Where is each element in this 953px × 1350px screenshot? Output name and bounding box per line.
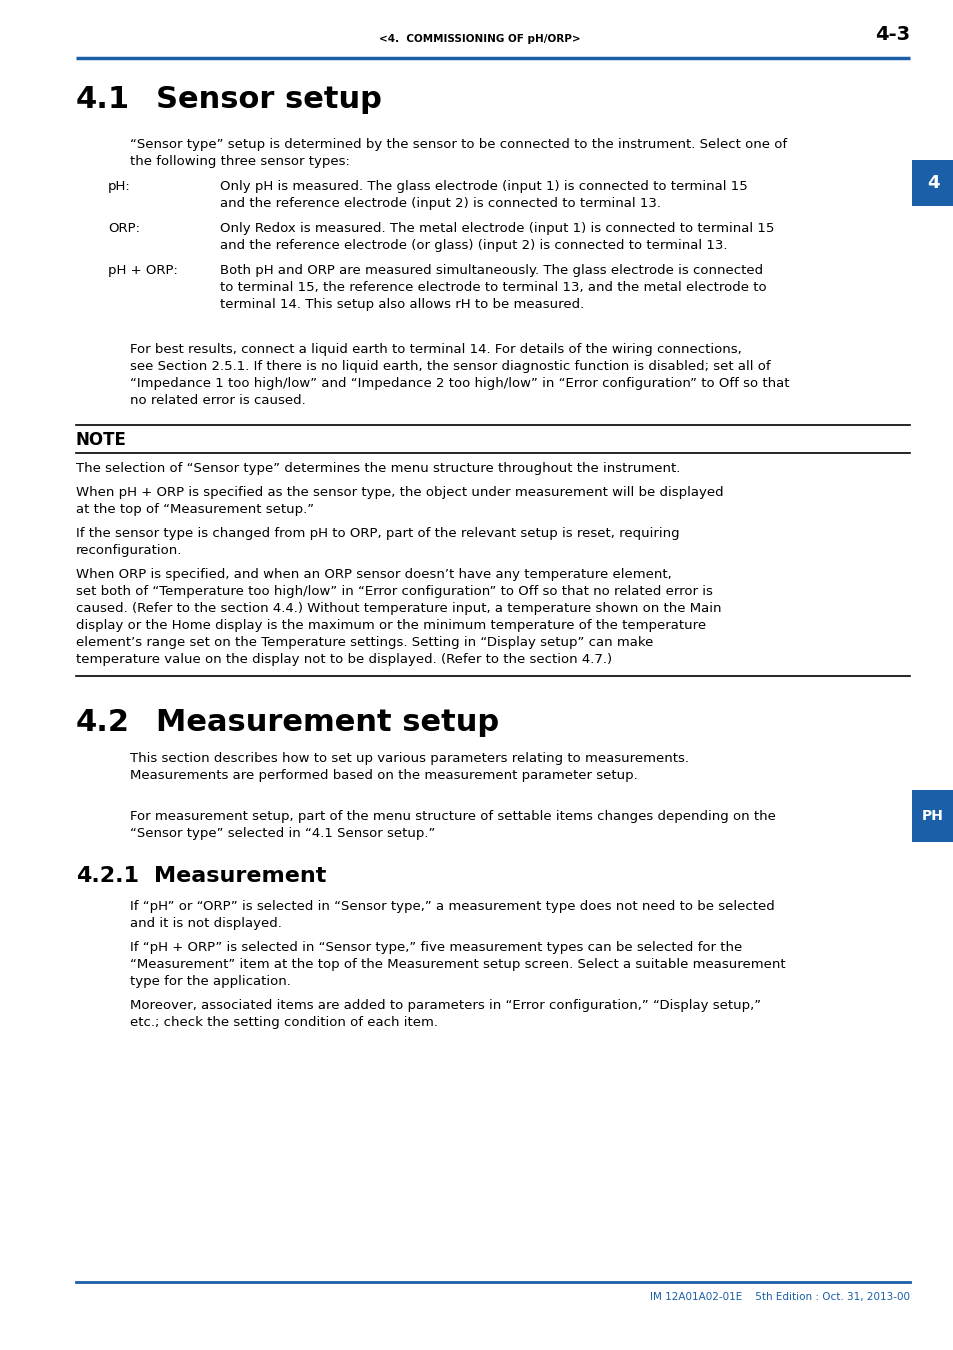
Bar: [911, 790, 953, 842]
Text: caused. (Refer to the section 4.4.) Without temperature input, a temperature sho: caused. (Refer to the section 4.4.) With…: [76, 602, 720, 616]
Text: 4.1: 4.1: [76, 85, 130, 113]
Text: etc.; check the setting condition of each item.: etc.; check the setting condition of eac…: [130, 1017, 437, 1029]
Text: Sensor setup: Sensor setup: [156, 85, 381, 113]
Text: This section describes how to set up various parameters relating to measurements: This section describes how to set up var…: [130, 752, 688, 765]
Text: “Impedance 1 too high/low” and “Impedance 2 too high/low” in “Error configuratio: “Impedance 1 too high/low” and “Impedanc…: [130, 377, 789, 390]
Text: The selection of “Sensor type” determines the menu structure throughout the inst: The selection of “Sensor type” determine…: [76, 462, 679, 475]
Text: no related error is caused.: no related error is caused.: [130, 394, 305, 406]
Text: Moreover, associated items are added to parameters in “Error configuration,” “Di: Moreover, associated items are added to …: [130, 999, 760, 1012]
Text: and the reference electrode (input 2) is connected to terminal 13.: and the reference electrode (input 2) is…: [220, 197, 660, 211]
Text: Both pH and ORP are measured simultaneously. The glass electrode is connected: Both pH and ORP are measured simultaneou…: [220, 265, 762, 277]
Text: pH + ORP:: pH + ORP:: [108, 265, 177, 277]
Text: For best results, connect a liquid earth to terminal 14. For details of the wiri: For best results, connect a liquid earth…: [130, 343, 741, 356]
Text: “Sensor type” setup is determined by the sensor to be connected to the instrumen: “Sensor type” setup is determined by the…: [130, 138, 786, 151]
Text: set both of “Temperature too high/low” in “Error configuration” to Off so that n: set both of “Temperature too high/low” i…: [76, 585, 712, 598]
Text: Measurements are performed based on the measurement parameter setup.: Measurements are performed based on the …: [130, 769, 638, 782]
Text: terminal 14. This setup also allows rH to be measured.: terminal 14. This setup also allows rH t…: [220, 298, 583, 311]
Text: Measurement: Measurement: [153, 865, 326, 886]
Text: NOTE: NOTE: [76, 431, 127, 450]
Text: reconfiguration.: reconfiguration.: [76, 544, 182, 558]
Text: at the top of “Measurement setup.”: at the top of “Measurement setup.”: [76, 504, 314, 516]
Text: display or the Home display is the maximum or the minimum temperature of the tem: display or the Home display is the maxim…: [76, 620, 705, 632]
Text: type for the application.: type for the application.: [130, 975, 291, 988]
Text: Only pH is measured. The glass electrode (input 1) is connected to terminal 15: Only pH is measured. The glass electrode…: [220, 180, 747, 193]
Text: 4.2.1: 4.2.1: [76, 865, 139, 886]
Text: the following three sensor types:: the following three sensor types:: [130, 155, 350, 167]
Text: temperature value on the display not to be displayed. (Refer to the section 4.7.: temperature value on the display not to …: [76, 653, 612, 666]
Text: “Measurement” item at the top of the Measurement setup screen. Select a suitable: “Measurement” item at the top of the Mea…: [130, 958, 785, 971]
Text: and the reference electrode (or glass) (input 2) is connected to terminal 13.: and the reference electrode (or glass) (…: [220, 239, 727, 252]
Text: pH:: pH:: [108, 180, 131, 193]
Text: For measurement setup, part of the menu structure of settable items changes depe: For measurement setup, part of the menu …: [130, 810, 775, 824]
Text: PH: PH: [922, 809, 943, 824]
Text: to terminal 15, the reference electrode to terminal 13, and the metal electrode : to terminal 15, the reference electrode …: [220, 281, 766, 294]
Text: If the sensor type is changed from pH to ORP, part of the relevant setup is rese: If the sensor type is changed from pH to…: [76, 526, 679, 540]
Text: “Sensor type” selected in “4.1 Sensor setup.”: “Sensor type” selected in “4.1 Sensor se…: [130, 828, 435, 840]
Text: If “pH” or “ORP” is selected in “Sensor type,” a measurement type does not need : If “pH” or “ORP” is selected in “Sensor …: [130, 900, 774, 913]
Text: <4.  COMMISSIONING OF pH/ORP>: <4. COMMISSIONING OF pH/ORP>: [378, 34, 580, 45]
Text: If “pH + ORP” is selected in “Sensor type,” five measurement types can be select: If “pH + ORP” is selected in “Sensor typ…: [130, 941, 741, 954]
Text: ORP:: ORP:: [108, 221, 140, 235]
Text: 4-3: 4-3: [874, 26, 909, 45]
Text: element’s range set on the Temperature settings. Setting in “Display setup” can : element’s range set on the Temperature s…: [76, 636, 653, 649]
Text: 4: 4: [925, 174, 939, 192]
Text: and it is not displayed.: and it is not displayed.: [130, 917, 281, 930]
Text: see Section 2.5.1. If there is no liquid earth, the sensor diagnostic function i: see Section 2.5.1. If there is no liquid…: [130, 360, 770, 373]
Text: When ORP is specified, and when an ORP sensor doesn’t have any temperature eleme: When ORP is specified, and when an ORP s…: [76, 568, 671, 580]
Text: Measurement setup: Measurement setup: [156, 707, 498, 737]
Text: Only Redox is measured. The metal electrode (input 1) is connected to terminal 1: Only Redox is measured. The metal electr…: [220, 221, 774, 235]
Bar: [911, 161, 953, 207]
Text: When pH + ORP is specified as the sensor type, the object under measurement will: When pH + ORP is specified as the sensor…: [76, 486, 723, 500]
Text: IM 12A01A02-01E    5th Edition : Oct. 31, 2013-00: IM 12A01A02-01E 5th Edition : Oct. 31, 2…: [649, 1292, 909, 1301]
Text: 4.2: 4.2: [76, 707, 130, 737]
